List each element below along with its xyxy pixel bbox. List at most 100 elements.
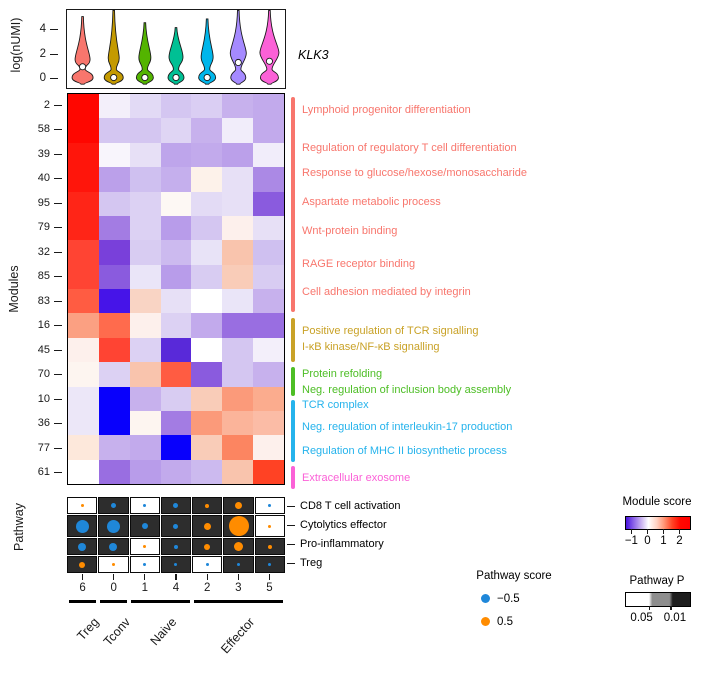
dotplot-cell-r2-c4 xyxy=(160,538,192,555)
heatmap-cell-m85-c4 xyxy=(160,264,192,289)
column-label-0: 0 xyxy=(110,582,117,594)
module-row-label-36: 36 xyxy=(37,417,50,430)
module-row-tick xyxy=(54,202,62,204)
heatmap-cell-m36-c4 xyxy=(160,410,192,436)
pathway-score-dot xyxy=(174,563,178,566)
dotplot-cell-r0-c0 xyxy=(98,497,129,514)
violin-ytick-2 xyxy=(50,53,58,55)
heatmap-cell-m2-c3 xyxy=(222,94,254,119)
dotplot-cell-r3-c5 xyxy=(254,556,285,573)
heatmap-cell-m83-c2 xyxy=(191,289,223,314)
dotplot-cell-r2-c6 xyxy=(67,538,98,555)
pathway-score-dot xyxy=(79,561,86,568)
dotplot-cell-r0-c5 xyxy=(254,497,285,514)
heatmap-cell-m77-c3 xyxy=(222,435,254,460)
dotplot-cell-r1-c1 xyxy=(129,515,160,537)
violin-median-2 xyxy=(203,73,211,82)
heatmap-cell-m58-c6 xyxy=(68,118,99,143)
violin-ytick-label-2: 2 xyxy=(39,47,46,60)
violin-cluster-5 xyxy=(259,9,280,85)
pathway-score-dot xyxy=(173,523,179,529)
heatmap-cell-m77-c6 xyxy=(68,435,99,460)
violin-median-3 xyxy=(234,58,242,67)
module-score-colorbar xyxy=(625,516,691,530)
module-row-label-10: 10 xyxy=(37,392,50,405)
dotplot-cell-r2-c1 xyxy=(129,538,160,555)
dotplot-cell-r1-c2 xyxy=(192,515,223,537)
heatmap-cell-m58-c4 xyxy=(160,118,192,143)
module-score-tick xyxy=(678,529,680,534)
pathway-group-bar-3 xyxy=(291,400,295,462)
pathway-group-bar-0 xyxy=(291,97,295,312)
heatmap-cell-m58-c2 xyxy=(191,118,223,143)
module-row-tick xyxy=(54,472,62,474)
heatmap-cell-m36-c6 xyxy=(68,410,99,436)
heatmap-cell-m45-c6 xyxy=(68,337,99,363)
pathway-p-tick-label: 0.05 xyxy=(630,612,653,624)
pathway-score-dot xyxy=(106,519,120,533)
cluster-group-label-Tconv: Tconv xyxy=(100,615,134,649)
module-row-label-58: 58 xyxy=(37,123,50,136)
heatmap-cell-m39-c6 xyxy=(68,142,99,168)
heatmap-cell-m83-c4 xyxy=(160,289,192,314)
heatmap-cell-m95-c2 xyxy=(191,191,223,216)
heatmap-cell-m2-c6 xyxy=(68,94,99,119)
pathway-annotation-label: Wnt-protein binding xyxy=(302,225,398,237)
pathway-score-dot xyxy=(228,516,249,536)
heatmap-cell-m61-c6 xyxy=(68,459,99,484)
heatmap-cell-m95-c0 xyxy=(98,191,130,216)
dotplot-cell-r1-c3 xyxy=(223,515,254,537)
heatmap-cell-m45-c5 xyxy=(253,337,284,363)
pathway-score-dot xyxy=(143,545,147,548)
pathway-score-dot xyxy=(111,563,115,566)
pathway-axis-title: Pathway xyxy=(12,503,26,551)
pathway-annotation-label: Neg. regulation of inclusion body assemb… xyxy=(302,384,512,396)
heatmap-cell-m70-c1 xyxy=(129,362,161,387)
module-score-tick xyxy=(630,529,632,534)
dotplot-row-tick xyxy=(287,505,295,508)
heatmap-cell-m83-c5 xyxy=(253,289,284,314)
heatmap-cell-m58-c3 xyxy=(222,118,254,143)
heatmap-cell-m40-c2 xyxy=(191,167,223,192)
heatmap-cell-m10-c3 xyxy=(222,386,254,411)
column-label-1: 1 xyxy=(141,582,149,594)
pathway-annotation-label: Protein refolding xyxy=(302,368,383,380)
heatmap-cell-m36-c5 xyxy=(253,410,284,436)
gene-label: KLK3 xyxy=(298,48,329,62)
heatmap-cell-m45-c4 xyxy=(160,337,192,363)
dotplot-cell-r1-c5 xyxy=(254,515,285,537)
heatmap-cell-m32-c4 xyxy=(160,240,192,265)
pathway-p-legend-title: Pathway P xyxy=(629,575,685,587)
heatmap-cell-m40-c0 xyxy=(98,167,130,192)
heatmap-cell-m16-c6 xyxy=(68,313,99,338)
pathway-score-dot xyxy=(204,543,211,550)
heatmap-cell-m32-c2 xyxy=(191,240,223,265)
heatmap-cell-m77-c2 xyxy=(191,435,223,460)
pathway-score-dot xyxy=(237,563,241,566)
pathway-score-dot xyxy=(268,563,272,566)
column-label-4: 4 xyxy=(172,582,180,594)
heatmap-cell-m10-c2 xyxy=(191,386,223,411)
heatmap-cell-m16-c3 xyxy=(222,313,254,338)
pathway-score-dot xyxy=(235,502,243,509)
violin-median-0 xyxy=(110,73,118,82)
heatmap-cell-m85-c5 xyxy=(253,264,284,289)
cluster-group-label-Naive: Naive xyxy=(148,615,180,649)
module-score-tick xyxy=(646,529,648,534)
module-row-label-40: 40 xyxy=(37,172,50,185)
module-row-label-83: 83 xyxy=(37,294,50,307)
heatmap-cell-m32-c3 xyxy=(222,240,254,265)
module-row-tick xyxy=(54,300,62,302)
pathway-annotation-label: Cell adhesion mediated by integrin xyxy=(302,286,471,298)
heatmap-cell-m61-c1 xyxy=(129,459,161,484)
dotplot-cell-r2-c5 xyxy=(254,538,285,555)
heatmap-cell-m2-c1 xyxy=(129,94,161,119)
heatmap-cell-m79-c1 xyxy=(129,215,161,241)
heatmap-cell-m32-c0 xyxy=(98,240,130,265)
violin-cluster-6 xyxy=(71,16,94,85)
heatmap-cell-m32-c5 xyxy=(253,240,284,265)
violin-ytick-label-4: 4 xyxy=(39,23,46,36)
pathway-score-dot xyxy=(173,503,179,508)
heatmap-cell-m39-c0 xyxy=(98,142,130,168)
